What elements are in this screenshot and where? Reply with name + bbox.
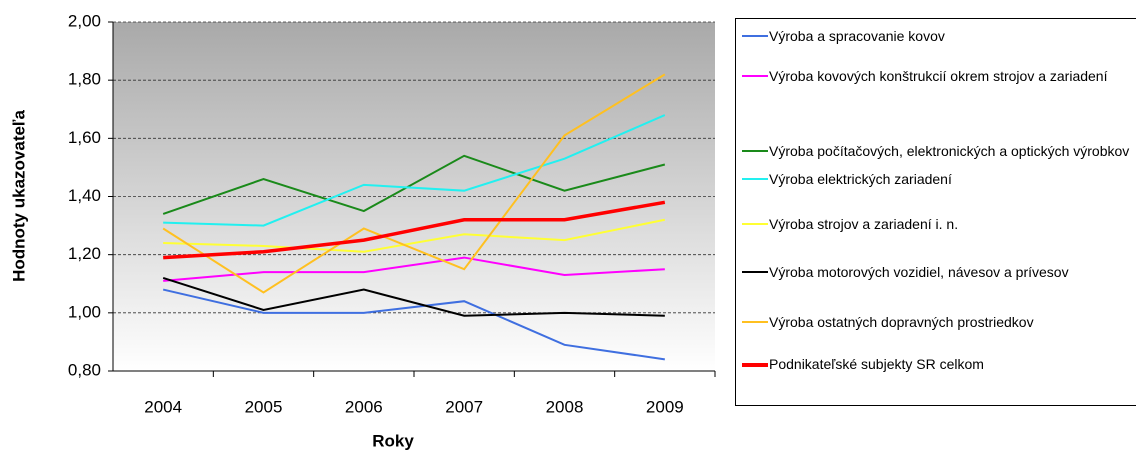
series-line xyxy=(163,114,666,227)
series-line xyxy=(163,200,666,260)
x-axis-title: Roky xyxy=(372,431,414,450)
series-line xyxy=(163,218,666,253)
legend-swatch xyxy=(742,178,768,180)
legend-label: Výroba strojov a zariadení i. n. xyxy=(769,216,959,232)
legend-label: Výroba kovových konštrukcií okrem strojo… xyxy=(769,68,1108,84)
series-line xyxy=(162,276,665,317)
legend-swatch xyxy=(742,150,768,152)
y-tick-label: 1,00 xyxy=(68,302,101,321)
y-tick-label: 1,40 xyxy=(68,186,101,205)
series-line xyxy=(162,154,666,215)
legend-label: Výroba ostatných dopravných prostriedkov xyxy=(769,314,1034,330)
legend-swatch xyxy=(742,271,768,273)
x-tick-label: 2009 xyxy=(646,397,684,416)
y-tick-label: 2,00 xyxy=(68,11,101,30)
series-line xyxy=(162,73,666,294)
legend-swatch xyxy=(742,363,768,367)
legend-swatch xyxy=(742,35,768,37)
legend-label: Podnikateľské subjekty SR celkom xyxy=(769,356,984,372)
legend-swatch xyxy=(742,75,768,77)
series-line xyxy=(163,256,665,282)
y-axis-title: Hodnoty ukazovateľa xyxy=(9,110,28,282)
series-line xyxy=(162,288,665,361)
x-tick-label: 2007 xyxy=(445,397,483,416)
x-tick-label: 2008 xyxy=(546,397,584,416)
legend-label: Výroba motorových vozidiel, návesov a pr… xyxy=(769,264,1069,280)
legend-swatch xyxy=(742,223,768,225)
legend-swatch xyxy=(742,321,768,323)
x-tick-label: 2005 xyxy=(245,397,283,416)
y-tick-label: 0,80 xyxy=(68,360,101,379)
y-tick-label: 1,20 xyxy=(68,244,101,263)
chart-svg: Roky Hodnoty ukazovateľa 0,80 1,00 1,20 1,4… xyxy=(9,11,716,450)
legend-label: Výroba elektrických zariadení xyxy=(769,171,952,187)
x-tick-label: 2006 xyxy=(345,397,383,416)
legend: Výroba a spracovanie kovov Výroba kovovýc… xyxy=(735,18,1136,406)
legend-label: Výroba počítačových, elektronických a op… xyxy=(769,143,1130,159)
y-tick-label: 1,80 xyxy=(68,70,101,89)
x-tick-label: 2004 xyxy=(144,397,182,416)
y-tick-label: 1,60 xyxy=(68,128,101,147)
legend-label: Výroba a spracovanie kovov xyxy=(769,28,945,44)
